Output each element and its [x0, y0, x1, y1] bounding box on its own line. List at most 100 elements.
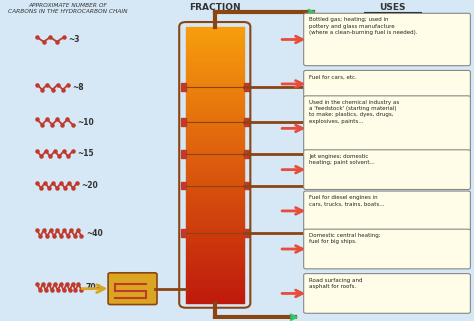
Bar: [186, 34, 244, 37]
Point: [64, 117, 71, 122]
Bar: [186, 223, 244, 227]
Point: [48, 288, 55, 293]
Bar: [186, 168, 244, 172]
Bar: [186, 196, 244, 199]
Bar: [186, 199, 244, 203]
FancyBboxPatch shape: [304, 13, 470, 66]
Point: [59, 87, 67, 92]
Bar: [181, 83, 186, 91]
Point: [54, 228, 61, 233]
Text: Fuel for cars, etc.: Fuel for cars, etc.: [310, 74, 357, 80]
Point: [69, 122, 76, 127]
Bar: [186, 165, 244, 168]
Point: [42, 288, 50, 293]
Text: Bottled gas; heating; used in
pottery and glass manufacture
(where a clean-burni: Bottled gas; heating; used in pottery an…: [310, 17, 418, 35]
Bar: [186, 144, 244, 148]
Point: [53, 39, 61, 44]
Point: [61, 228, 68, 233]
Bar: [186, 44, 244, 48]
Bar: [186, 120, 244, 124]
Point: [57, 233, 64, 239]
Point: [40, 228, 47, 233]
Bar: [186, 227, 244, 230]
Point: [72, 288, 79, 293]
Point: [45, 282, 53, 287]
Text: ~15: ~15: [77, 149, 93, 158]
Text: USES: USES: [379, 3, 406, 12]
Text: Road surfacing and
asphalt for roofs.: Road surfacing and asphalt for roofs.: [310, 278, 363, 289]
Point: [66, 288, 73, 293]
Point: [54, 288, 62, 293]
Point: [69, 149, 76, 154]
Bar: [186, 189, 244, 193]
Bar: [186, 275, 244, 279]
Bar: [244, 182, 249, 189]
Bar: [186, 30, 244, 34]
Bar: [186, 82, 244, 85]
Point: [54, 117, 61, 122]
Bar: [244, 229, 249, 237]
Bar: [186, 103, 244, 106]
Bar: [186, 182, 244, 186]
Bar: [186, 206, 244, 210]
Point: [51, 149, 59, 154]
Text: 70+: 70+: [86, 282, 103, 291]
Bar: [186, 117, 244, 120]
Bar: [186, 154, 244, 158]
Point: [44, 233, 51, 239]
Bar: [186, 241, 244, 244]
Bar: [186, 92, 244, 96]
Text: ~20: ~20: [82, 181, 98, 190]
Point: [33, 35, 41, 40]
Text: ~8: ~8: [73, 82, 84, 91]
Point: [55, 154, 63, 159]
Point: [69, 186, 77, 191]
Bar: [186, 51, 244, 54]
Bar: [186, 65, 244, 68]
Bar: [186, 130, 244, 134]
Bar: [186, 127, 244, 130]
Bar: [186, 244, 244, 248]
Text: FRACTION: FRACTION: [189, 3, 241, 12]
Bar: [186, 179, 244, 182]
Point: [46, 154, 54, 159]
Bar: [186, 262, 244, 265]
Bar: [186, 161, 244, 165]
Bar: [186, 99, 244, 103]
Bar: [186, 193, 244, 196]
Bar: [186, 27, 244, 30]
Point: [36, 288, 44, 293]
Bar: [186, 234, 244, 237]
Point: [42, 149, 50, 154]
Point: [39, 282, 46, 287]
FancyBboxPatch shape: [304, 150, 470, 189]
Point: [50, 233, 58, 239]
Point: [44, 82, 51, 87]
Bar: [186, 279, 244, 282]
Bar: [186, 230, 244, 234]
FancyBboxPatch shape: [304, 229, 470, 269]
Point: [78, 288, 85, 293]
Point: [59, 122, 66, 127]
Bar: [244, 150, 249, 158]
Point: [64, 154, 72, 159]
Bar: [186, 289, 244, 293]
FancyBboxPatch shape: [304, 273, 470, 313]
Bar: [186, 175, 244, 179]
Point: [63, 282, 71, 287]
Bar: [186, 203, 244, 206]
Point: [60, 288, 67, 293]
Bar: [186, 141, 244, 144]
Point: [43, 117, 51, 122]
Bar: [186, 134, 244, 137]
Point: [33, 228, 41, 233]
Bar: [244, 118, 249, 126]
Bar: [186, 286, 244, 289]
Point: [33, 117, 41, 122]
Bar: [186, 48, 244, 51]
Bar: [186, 265, 244, 268]
Point: [74, 228, 82, 233]
Text: Jet engines; domestic
heating; paint solvent...: Jet engines; domestic heating; paint sol…: [310, 154, 375, 165]
Bar: [186, 258, 244, 262]
Bar: [186, 89, 244, 92]
